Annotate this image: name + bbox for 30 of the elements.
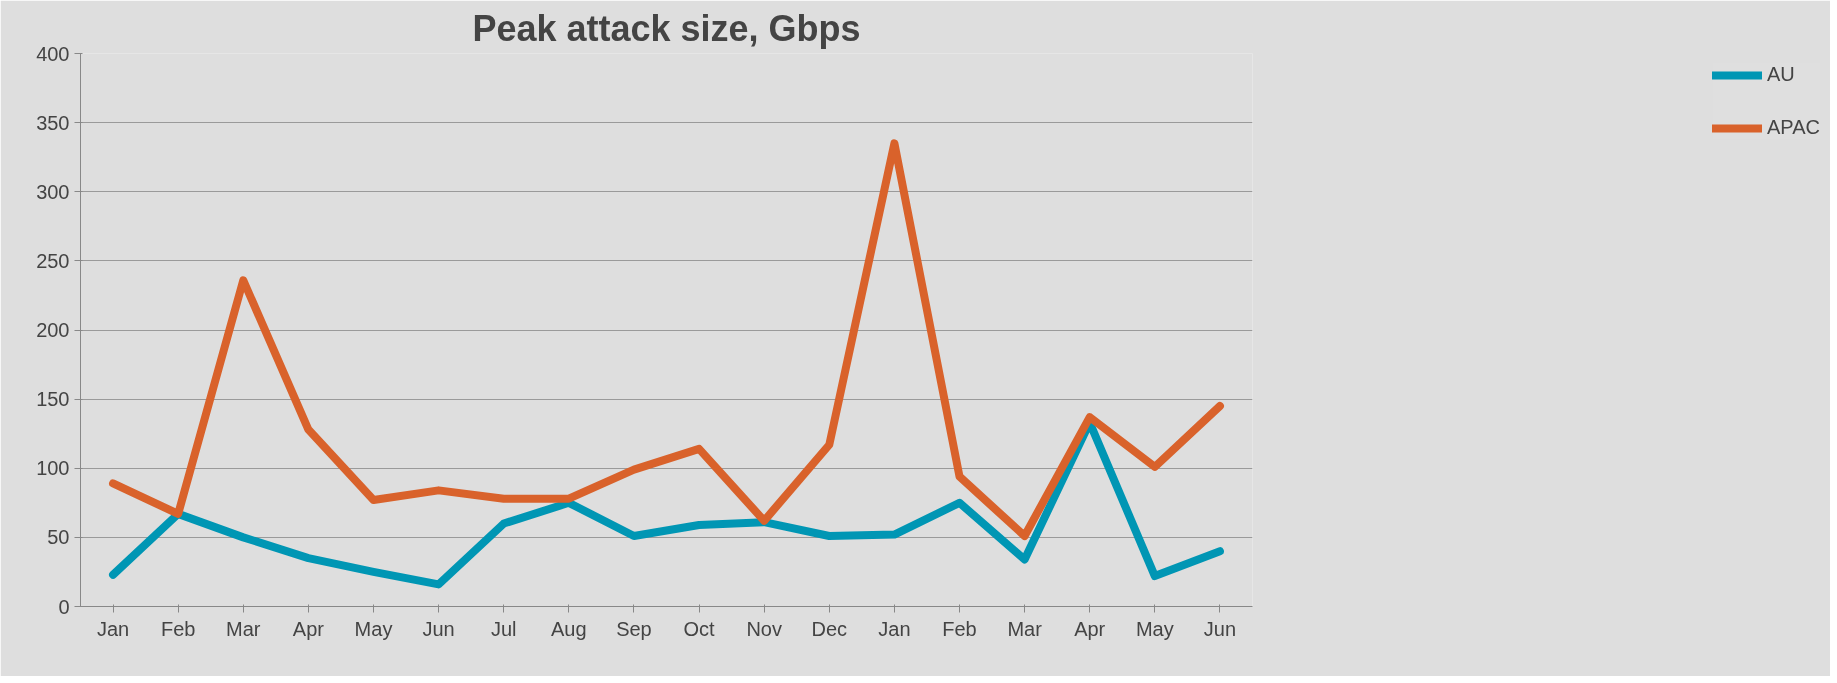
x-tick-label: Apr xyxy=(1074,617,1106,640)
chart-title: Peak attack size, Gbps xyxy=(472,7,861,49)
y-tick-label: 300 xyxy=(36,180,70,203)
y-tick-label: 350 xyxy=(36,111,70,134)
y-tick-label: 150 xyxy=(36,388,70,411)
x-tick-label: Mar xyxy=(1007,617,1043,640)
x-tick-label: May xyxy=(1135,617,1174,640)
y-tick-label: 0 xyxy=(58,595,70,618)
x-tick-label: Jul xyxy=(490,617,517,640)
x-tick-label: Jan xyxy=(96,617,130,640)
x-tick-label: Mar xyxy=(226,617,261,640)
y-tick-label: 250 xyxy=(36,249,70,272)
x-tick-label: Dec xyxy=(811,617,848,640)
x-tick-label: May xyxy=(354,617,393,640)
x-tick-label: Sep xyxy=(616,617,652,640)
legend-label: APAC xyxy=(1767,116,1820,139)
y-tick-label: 100 xyxy=(36,457,70,480)
x-tick-label: Jun xyxy=(422,617,455,640)
x-tick-label: Feb xyxy=(160,617,196,640)
y-tick-label: 50 xyxy=(47,526,70,549)
y-tick-label: 400 xyxy=(36,42,70,65)
x-tick-label: Aug xyxy=(551,617,587,640)
x-tick-label: Jun xyxy=(1203,617,1237,640)
x-tick-label: Oct xyxy=(683,617,716,640)
x-tick-label: Jan xyxy=(878,617,911,640)
x-tick-label: Apr xyxy=(292,617,325,640)
x-tick-label: Feb xyxy=(942,617,977,640)
x-tick-label: Nov xyxy=(746,617,782,640)
y-tick-label: 200 xyxy=(36,319,70,341)
legend-label: AU xyxy=(1767,63,1795,86)
